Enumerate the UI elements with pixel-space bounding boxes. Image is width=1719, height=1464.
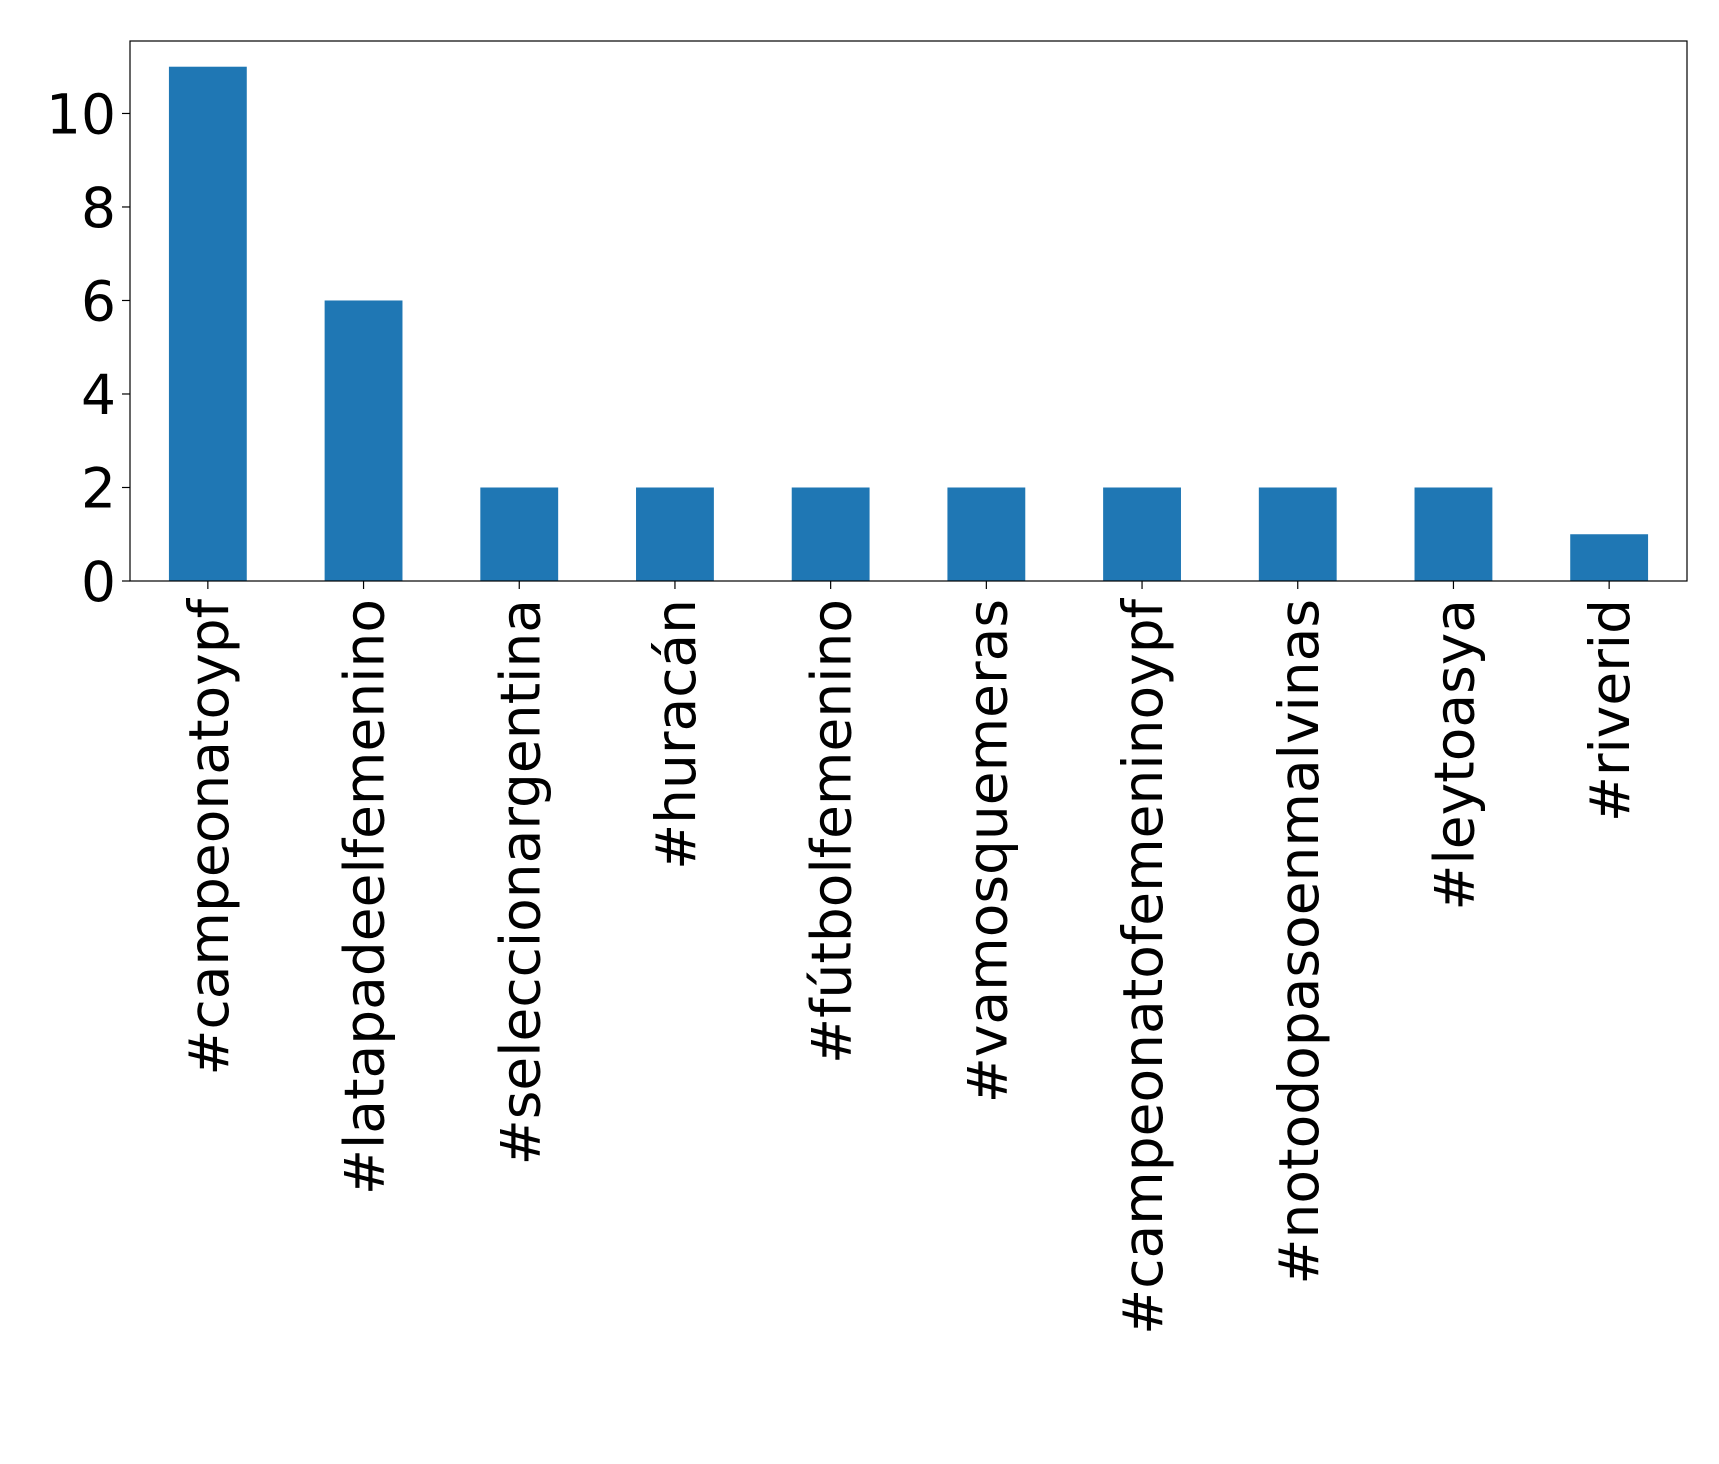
x-tick-label: #campeonatoypf [177,597,241,1075]
y-tick-label: 6 [81,269,116,333]
bar [1258,487,1337,581]
bar [324,300,403,581]
x-tick-label: #latapadeelfemenino [333,599,397,1195]
y-tick-label: 4 [81,363,116,427]
x-tick-label: #notodopasoenmalvinas [1267,599,1331,1285]
y-tick-label: 0 [81,550,116,614]
bar [1570,534,1649,581]
x-tick-label: #huracán [644,599,708,870]
x-tick-label: #campeonatofemeninoypf [1111,597,1175,1335]
x-tick-label: #vamosquemeras [955,599,1019,1103]
y-tick-label: 8 [81,176,116,240]
x-tick-label: #fútbolfemenino [800,599,864,1064]
bar [168,66,247,581]
x-tick-label: #leytoasya [1422,599,1486,911]
bar [791,487,870,581]
bar [947,487,1026,581]
bar [1103,487,1181,581]
bar [1414,487,1493,581]
x-tick-label: #riverid [1578,599,1642,822]
y-tick-label: 10 [46,82,116,146]
bar [480,487,559,581]
y-tick-label: 2 [81,456,116,520]
x-tick-label: #seleccionargentina [488,599,552,1165]
bar [636,487,714,581]
plot-frame [129,40,1688,582]
